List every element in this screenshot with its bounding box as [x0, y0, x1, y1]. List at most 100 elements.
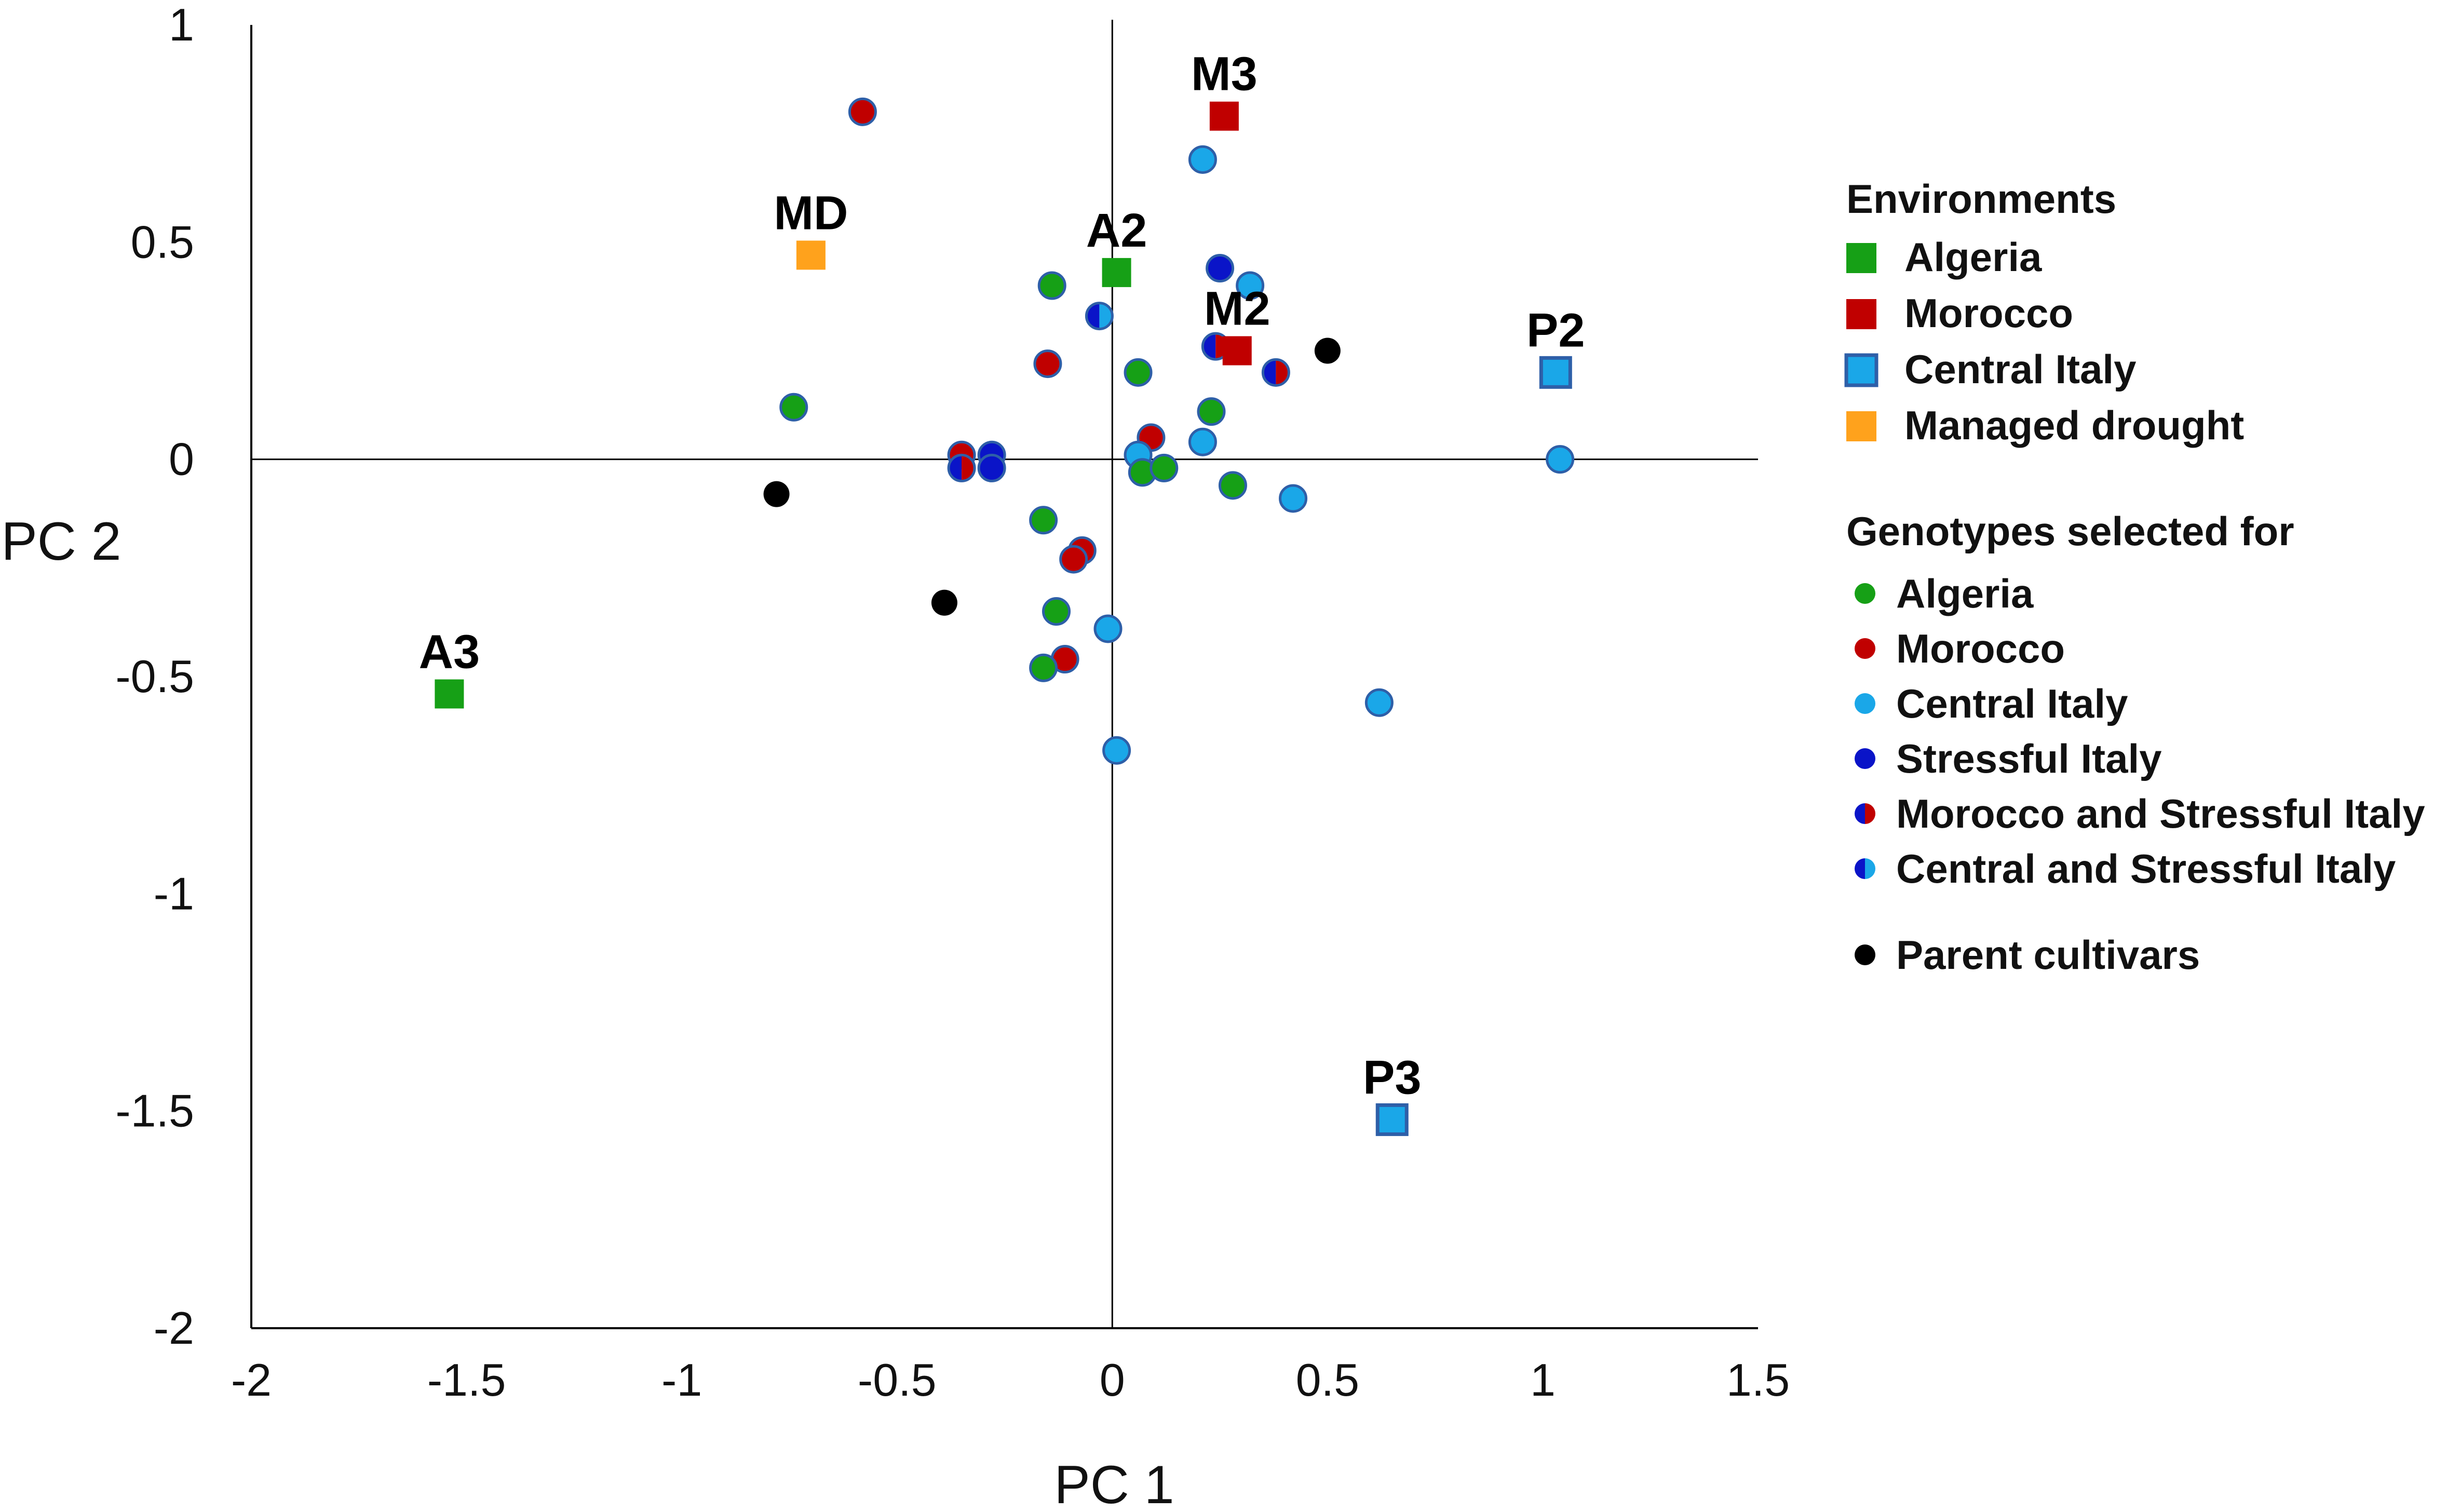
- environment-point-m3: [1209, 101, 1239, 131]
- legend-env-label: Morocco: [1904, 290, 2073, 336]
- y-tick-label: 1: [169, 0, 194, 50]
- genotype-point: [977, 453, 1006, 482]
- legend-genotype-label: Morocco and Stressful Italy: [1896, 791, 2425, 836]
- environment-label: P2: [1526, 304, 1585, 357]
- legend-genotypes-title: Genotypes selected for: [1846, 508, 2294, 554]
- legend-genotype-swatch: [1855, 638, 1875, 659]
- genotype-point: [1085, 302, 1114, 331]
- legend-parent-label: Parent cultivars: [1896, 932, 2200, 978]
- y-tick-label: 0.5: [131, 216, 194, 267]
- genotype-point: [848, 97, 877, 126]
- genotype-point: [1124, 358, 1153, 387]
- y-tick-label: -1.5: [115, 1085, 194, 1137]
- legend-env-swatch: [1846, 299, 1876, 329]
- environment-label: A3: [419, 625, 480, 678]
- environment-point-p3: [1375, 1103, 1409, 1136]
- genotype-point: [779, 393, 808, 422]
- marker-outline: [947, 453, 976, 482]
- x-tick-label: 0: [1100, 1354, 1125, 1406]
- environment-point-md: [796, 240, 826, 270]
- legend-genotype-label: Central Italy: [1896, 681, 2128, 726]
- legend-genotype-swatch: [1855, 858, 1875, 879]
- legend-genotype-swatch: [1855, 748, 1875, 769]
- legend-genotype-swatch: [1855, 583, 1875, 604]
- axes: [250, 20, 1758, 1329]
- genotype-point: [931, 589, 957, 616]
- legend-env-label: Managed drought: [1904, 402, 2244, 448]
- marker-right-half: [962, 455, 975, 481]
- genotype-point: [1197, 397, 1226, 426]
- genotype-point: [1188, 427, 1217, 456]
- genotype-point: [1546, 445, 1575, 474]
- marker-left-half: [1855, 803, 1865, 824]
- genotype-point: [1279, 484, 1308, 513]
- x-tick-label: 1.5: [1726, 1354, 1790, 1406]
- genotype-point: [947, 453, 976, 482]
- legend-genotype-swatch: [1855, 803, 1875, 824]
- environment-point-m2: [1222, 336, 1252, 366]
- marker-right-half: [1865, 803, 1875, 824]
- marker-right-half: [1099, 303, 1113, 329]
- y-axis-title: PC 2: [1, 511, 121, 572]
- environment-point-a2: [1102, 258, 1131, 287]
- y-tick-label: -0.5: [115, 651, 194, 702]
- x-tick-label: -1.5: [427, 1354, 506, 1406]
- y-tick-label: -1: [154, 868, 194, 919]
- legend-environments-title: Environments: [1846, 176, 2116, 222]
- x-tick-label: -2: [231, 1354, 272, 1406]
- genotype-point: [1314, 338, 1341, 364]
- marker-left-half: [1202, 333, 1216, 360]
- legend: Environments Algeria Morocco Central Italy M…: [1844, 176, 2425, 978]
- genotype-point: [1218, 471, 1247, 500]
- genotype-point: [1206, 254, 1235, 283]
- marker-left-half: [1086, 303, 1100, 329]
- genotype-point: [1093, 614, 1123, 643]
- environment-label: M2: [1204, 282, 1270, 335]
- y-tick-label: 0: [169, 434, 194, 485]
- legend-env-label: Algeria: [1904, 234, 2042, 280]
- x-axis-title: PC 1: [1054, 1455, 1174, 1512]
- genotype-point: [1042, 597, 1071, 626]
- legend-genotype-label: Stressful Italy: [1896, 736, 2162, 781]
- genotype-point: [1029, 653, 1058, 682]
- legend-env-swatch: [1844, 353, 1878, 387]
- environment-label: A2: [1086, 204, 1147, 257]
- genotype-point: [1236, 271, 1265, 300]
- marker-left-half: [949, 455, 962, 481]
- x-tick-label: -0.5: [858, 1354, 937, 1406]
- marker-left-half: [1263, 359, 1276, 386]
- environment-points: M3 MD A2 M2 P2 A3 P3: [419, 48, 1585, 1136]
- environment-label: MD: [774, 186, 848, 239]
- environment-label: M3: [1191, 48, 1258, 101]
- marker-outline: [1085, 302, 1114, 331]
- genotype-point: [1029, 506, 1058, 535]
- genotype-point: [1033, 349, 1062, 379]
- environment-point-p2: [1539, 356, 1572, 389]
- genotype-point: [1037, 271, 1066, 300]
- x-tick-label: -1: [661, 1354, 702, 1406]
- marker-right-half: [1865, 858, 1875, 879]
- genotype-point: [763, 481, 790, 507]
- x-tick-label: 0.5: [1296, 1354, 1359, 1406]
- legend-genotype-swatch: [1855, 693, 1875, 714]
- genotype-point: [1102, 736, 1131, 765]
- environment-point-a3: [435, 679, 464, 709]
- genotype-point: [1059, 545, 1088, 574]
- environment-label: P3: [1363, 1051, 1422, 1104]
- x-tick-label: 1: [1530, 1354, 1556, 1406]
- legend-parent-swatch: [1855, 944, 1875, 965]
- marker-right-half: [1276, 359, 1289, 386]
- legend-genotype-label: Algeria: [1896, 571, 2034, 616]
- genotype-point: [1261, 358, 1290, 387]
- y-tick-label: -2: [154, 1302, 194, 1354]
- genotype-points: [763, 97, 1575, 765]
- genotype-point: [1188, 145, 1217, 174]
- legend-genotype-label: Central and Stressful Italy: [1896, 846, 2396, 892]
- genotype-point: [1364, 688, 1394, 717]
- legend-env-label: Central Italy: [1904, 346, 2136, 392]
- legend-env-swatch: [1846, 243, 1876, 273]
- legend-genotype-label: Morocco: [1896, 626, 2065, 671]
- marker-left-half: [1855, 858, 1865, 879]
- tick-labels: -2 -1.5 -1 -0.5 0 0.5 1 1.5 1 0.5 0 -0.5 -1 -1.5 -2: [115, 0, 1790, 1406]
